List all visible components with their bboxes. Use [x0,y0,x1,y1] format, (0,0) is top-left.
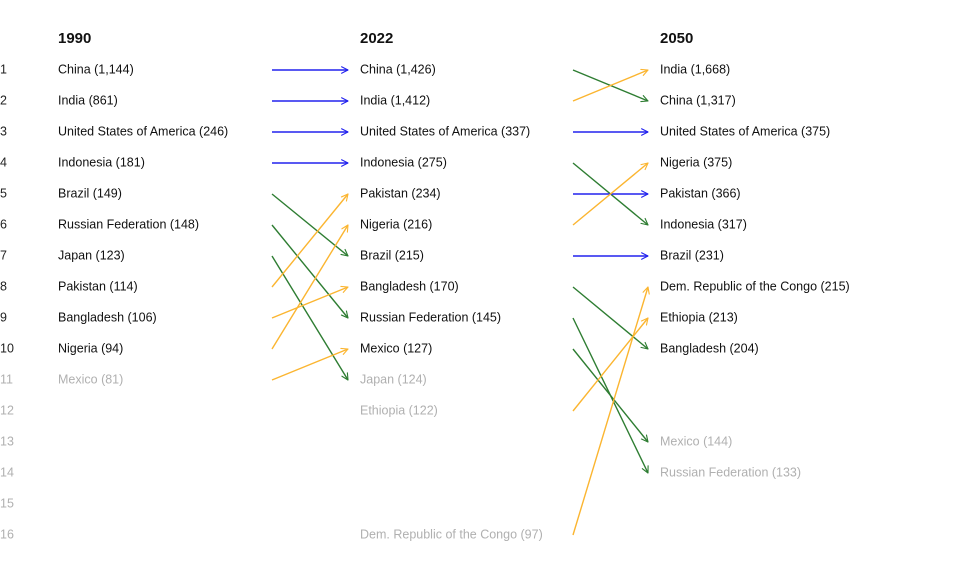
country-entry: Dem. Republic of the Congo (215) [660,279,850,293]
rank-change-arrow-down [271,224,349,319]
rank-change-arrow-up [572,317,649,412]
rank-label: 14 [0,465,14,479]
year-header: 1990 [58,30,91,47]
rank-label: 13 [0,434,14,448]
country-entry: Indonesia (275) [360,155,447,169]
country-entry: Russian Federation (145) [360,310,501,324]
rank-change-arrow-up [572,286,650,536]
country-entry: China (1,144) [58,62,134,76]
country-entry: Mexico (81) [58,372,123,386]
country-entry: Bangladesh (204) [660,341,759,355]
rank-label: 16 [0,527,14,541]
rank-change-arrow-up [271,347,349,381]
country-entry: China (1,317) [660,93,736,107]
country-entry: Russian Federation (133) [660,465,801,479]
year-header: 2022 [360,30,393,47]
rank-change-arrow-down [572,286,649,350]
rank-label: 7 [0,248,7,262]
rank-change-arrow-down [572,348,649,443]
country-entries: China (1,144) India (861) United States of… [58,62,850,541]
rank-label: 3 [0,124,7,138]
country-entry: Dem. Republic of the Congo (97) [360,527,543,541]
country-entry: Indonesia (317) [660,217,747,231]
rank-change-arrow-down [271,193,349,257]
country-entry: Pakistan (366) [660,186,741,200]
country-entry: Japan (123) [58,248,125,262]
country-entry: United States of America (246) [58,124,228,138]
rank-label: 4 [0,155,7,169]
country-entry: Bangladesh (170) [360,279,459,293]
country-entry: Nigeria (216) [360,217,432,231]
rank-label: 1 [0,62,7,76]
country-entry: India (1,412) [360,93,430,107]
country-entry: India (861) [58,93,118,107]
country-entry: Brazil (215) [360,248,424,262]
rank-change-arrow-up [271,193,349,288]
country-entry: China (1,426) [360,62,436,76]
country-entry: Brazil (149) [58,186,122,200]
country-entry: Mexico (127) [360,341,432,355]
country-entry: Nigeria (375) [660,155,732,169]
rank-label: 5 [0,186,7,200]
rank-label: 11 [0,372,13,386]
country-entry: United States of America (375) [660,124,830,138]
rank-label: 2 [0,93,7,107]
country-entry: India (1,668) [660,62,730,76]
country-entry: Bangladesh (106) [58,310,157,324]
rank-change-arrow-up [572,68,649,102]
rank-label: 12 [0,403,14,417]
year-headers: 1990 2022 2050 [58,30,693,47]
country-entry: Brazil (231) [660,248,724,262]
rank-label: 10 [0,341,14,355]
country-entry: Pakistan (114) [58,279,138,293]
rank-change-arrow-up [572,162,649,226]
rank-label: 15 [0,496,14,510]
year-header: 2050 [660,30,693,47]
arrows [271,66,650,536]
rank-label: 6 [0,217,7,231]
rank-label: 8 [0,279,7,293]
country-entry: Japan (124) [360,372,427,386]
country-entry: Nigeria (94) [58,341,123,355]
country-entry: Russian Federation (148) [58,217,199,231]
rank-change-arrow-up [271,224,349,350]
country-entry: Pakistan (234) [360,186,441,200]
rank-label: 9 [0,310,7,324]
rank-change-arrow-down [271,255,349,381]
country-entry: United States of America (337) [360,124,530,138]
country-entry: Ethiopia (213) [660,310,738,324]
country-entry: Ethiopia (122) [360,403,438,417]
country-entry: Mexico (144) [660,434,732,448]
country-entry: Indonesia (181) [58,155,145,169]
rank-change-arrow-up [271,285,349,319]
